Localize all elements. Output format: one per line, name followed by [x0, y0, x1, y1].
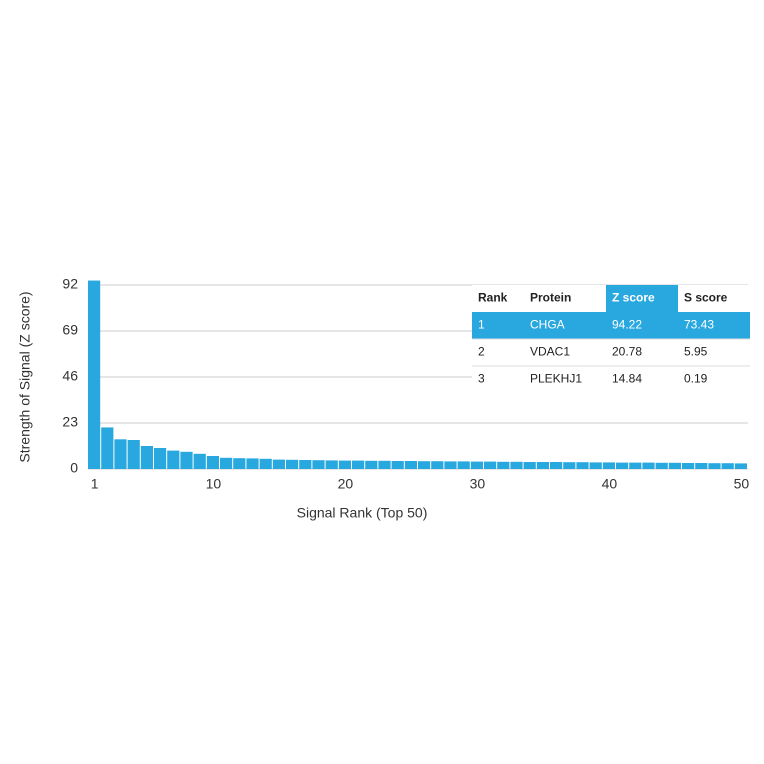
x-tick-label: 1 — [91, 476, 99, 492]
x-tick-label: 50 — [734, 476, 750, 492]
bar — [312, 460, 325, 469]
x-tick-label: 10 — [206, 476, 222, 492]
x-axis-label: Signal Rank (Top 50) — [297, 505, 428, 521]
bar — [602, 462, 615, 469]
bar — [457, 461, 470, 469]
y-axis-label: Strength of Signal (Z score) — [17, 291, 33, 462]
bar — [206, 456, 219, 469]
bar — [708, 463, 721, 469]
bar — [550, 462, 563, 469]
bar — [167, 450, 180, 469]
y-tick-label: 0 — [70, 460, 78, 476]
table-cell: 0.19 — [684, 372, 708, 386]
y-tick-label: 46 — [62, 368, 78, 384]
bar — [616, 462, 629, 469]
bar — [140, 446, 153, 469]
bar — [510, 461, 523, 469]
bar — [563, 462, 576, 469]
y-tick-label: 69 — [62, 322, 78, 338]
y-tick-label: 23 — [62, 414, 78, 430]
table-cell: 3 — [478, 372, 485, 386]
bar — [484, 461, 497, 469]
bar — [589, 462, 602, 469]
bars — [88, 280, 747, 469]
bar — [220, 457, 233, 469]
table-header: S score — [684, 291, 728, 305]
bar — [418, 461, 431, 469]
x-tick-label: 40 — [602, 476, 618, 492]
bar — [88, 280, 101, 469]
bar — [233, 458, 246, 469]
bar — [299, 460, 312, 469]
bar — [180, 451, 193, 469]
bar — [154, 448, 167, 469]
bar — [127, 440, 140, 469]
bar — [523, 462, 536, 469]
table-cell: 1 — [478, 318, 485, 332]
bar — [576, 462, 589, 469]
table-cell: VDAC1 — [530, 345, 570, 359]
bar — [286, 459, 299, 469]
row-highlight — [472, 312, 750, 339]
bar — [246, 458, 259, 469]
bar — [682, 463, 695, 469]
bar — [338, 460, 351, 469]
bar — [378, 460, 391, 469]
table-header: Protein — [530, 291, 571, 305]
bar — [734, 463, 747, 469]
table-cell: 14.84 — [612, 372, 642, 386]
bar — [668, 462, 681, 469]
bar — [325, 460, 338, 469]
x-tick-label: 30 — [470, 476, 486, 492]
bar — [391, 461, 404, 469]
table-cell: CHGA — [530, 318, 565, 332]
bar — [365, 460, 378, 469]
bar — [629, 462, 642, 469]
bar — [497, 461, 510, 469]
bar — [352, 460, 365, 469]
header-highlight — [606, 285, 678, 312]
bar — [101, 427, 114, 469]
bar — [272, 459, 285, 469]
bar — [695, 463, 708, 469]
bar — [536, 462, 549, 469]
bar — [431, 461, 444, 469]
bar — [114, 439, 127, 469]
table-header: Rank — [478, 291, 508, 305]
bar — [721, 463, 734, 469]
bar — [444, 461, 457, 469]
bar — [259, 458, 272, 469]
bar — [404, 461, 417, 469]
table-cell: PLEKHJ1 — [530, 372, 582, 386]
table-cell: 5.95 — [684, 345, 708, 359]
table: Rank Protein Z score S score 1 CHGA 94.22 73.43… — [472, 285, 750, 395]
x-tick-label: 20 — [338, 476, 354, 492]
bar — [470, 461, 483, 469]
bar — [193, 453, 206, 469]
table-cell: 2 — [478, 345, 485, 359]
table-cell: 73.43 — [684, 318, 714, 332]
table-header: Z score — [612, 291, 655, 305]
bar — [655, 462, 668, 469]
bar — [642, 462, 655, 469]
table-cell: 94.22 — [612, 318, 642, 332]
table-cell: 20.78 — [612, 345, 642, 359]
y-tick-label: 92 — [62, 276, 78, 292]
